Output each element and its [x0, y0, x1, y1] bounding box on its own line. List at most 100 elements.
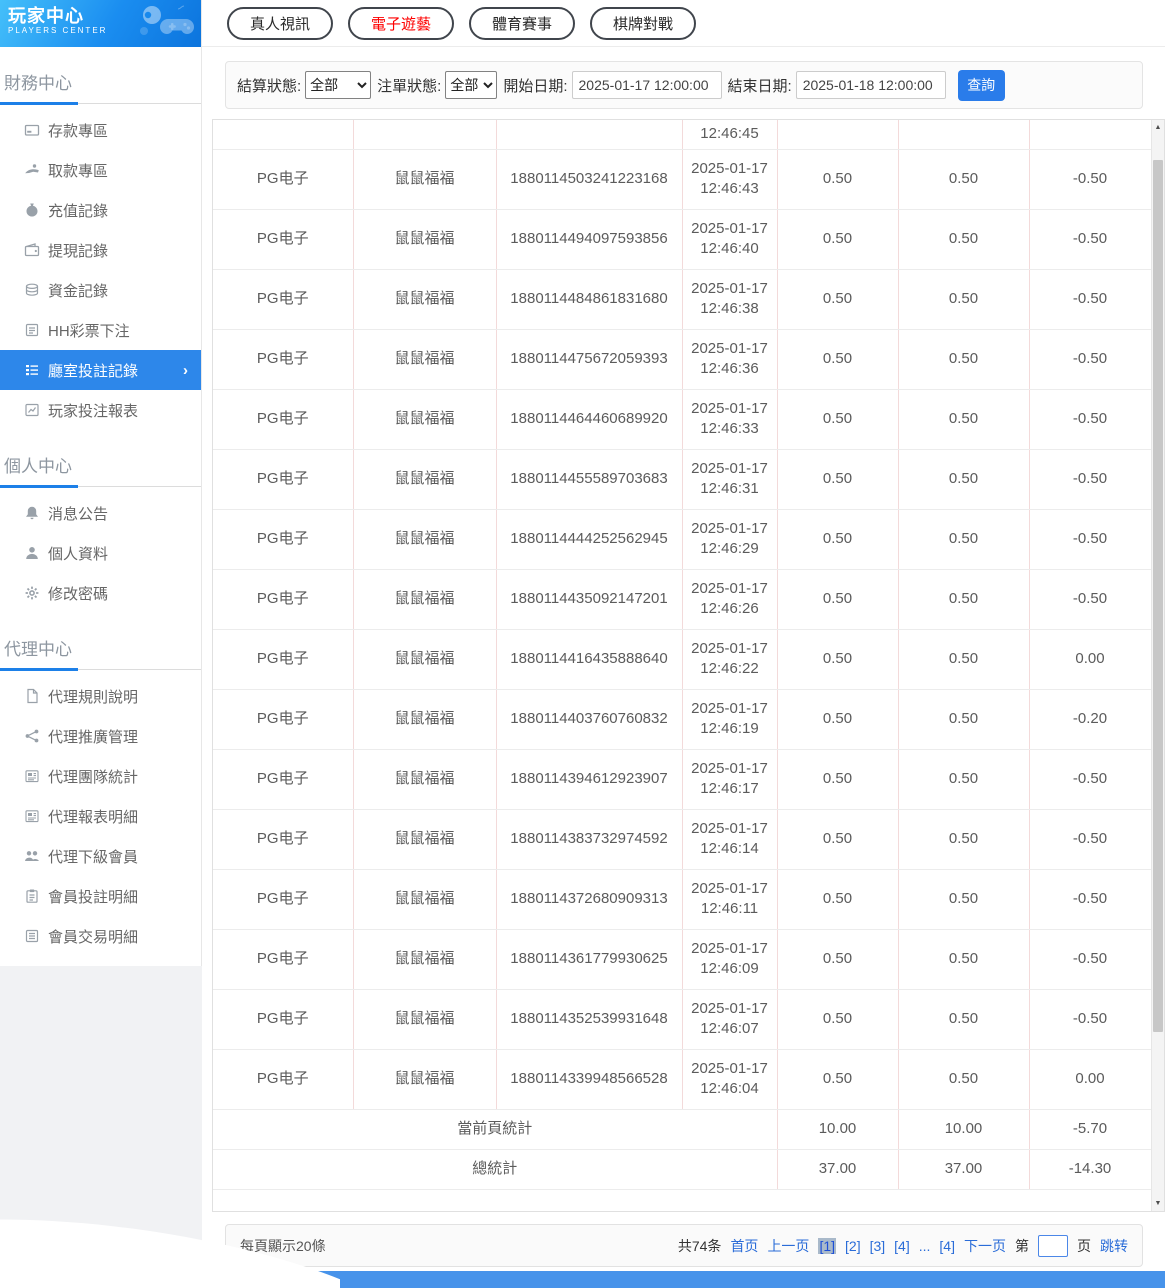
- recharge-bag-icon: [24, 202, 40, 218]
- table-row: PG电子 鼠鼠福福 1880114339948566528 2025-01-17…: [213, 1049, 1152, 1110]
- cell-provider: PG电子: [213, 149, 354, 210]
- cell-order-no: 1880114383732974592: [496, 809, 683, 870]
- cell-time: 2025-01-17 12:46:17: [682, 749, 778, 810]
- page-link-2[interactable]: [2]: [845, 1237, 861, 1254]
- tab-live-casino[interactable]: 真人視訊: [227, 6, 334, 40]
- prev-page-link[interactable]: 上一页: [767, 1237, 810, 1254]
- order-status-select[interactable]: 全部: [445, 71, 498, 99]
- end-date-input[interactable]: [795, 71, 946, 99]
- bell-icon: [24, 505, 40, 521]
- cell-payout: -0.50: [1029, 989, 1152, 1050]
- jump-button[interactable]: 跳转: [1100, 1237, 1128, 1254]
- vertical-scrollbar[interactable]: ▲ ▼: [1151, 120, 1164, 1211]
- cell-payout: -0.50: [1029, 329, 1152, 390]
- sidebar-item-player-bet-report[interactable]: 玩家投注報表: [0, 390, 201, 430]
- cell-order-no: 1880114484861831680: [496, 269, 683, 330]
- search-button[interactable]: 查詢: [957, 69, 1005, 101]
- cell-time-line: 12:46:29: [700, 540, 759, 557]
- sidebar-item-label: 代理下級會員: [48, 848, 139, 866]
- cell-bet: [777, 120, 899, 150]
- sidebar-item-profile[interactable]: 個人資料: [0, 533, 201, 573]
- cell-game: 鼠鼠福福: [353, 809, 497, 870]
- cell-date-line: 2025-01-17: [691, 220, 768, 237]
- sidebar-item-label: 代理規則說明: [48, 688, 139, 706]
- scroll-down-arrow-icon[interactable]: ▼: [1154, 1200, 1162, 1207]
- start-date-input[interactable]: [571, 71, 722, 99]
- page-link-3[interactable]: [3]: [869, 1237, 886, 1254]
- cell-time-line: 12:46:19: [700, 720, 759, 737]
- cell-bet: 0.50: [777, 329, 899, 390]
- table-row: PG电子 鼠鼠福福 1880114503241223168 2025-01-17…: [213, 149, 1152, 210]
- cell-payout: -0.50: [1029, 209, 1152, 270]
- sidebar-item-funds-records[interactable]: 資金記錄: [0, 270, 201, 310]
- cell-game: 鼠鼠福福: [353, 209, 497, 270]
- sidebar-item-member-transaction-detail[interactable]: 會員交易明細: [0, 916, 201, 956]
- sidebar-item-hh-lottery-bets[interactable]: HH彩票下注: [0, 310, 201, 350]
- per-page-label: 每頁顯示20條: [240, 1237, 326, 1254]
- cell-order-no: 1880114361779930625: [496, 929, 683, 990]
- cell-bet: 0.50: [777, 209, 899, 270]
- sidebar-item-agent-team-stats[interactable]: 代理團隊統計: [0, 756, 201, 796]
- last-page-number-link[interactable]: [4]: [939, 1237, 955, 1254]
- tab-sports[interactable]: 體育賽事: [469, 6, 576, 40]
- sidebar-item-label: 資金記錄: [48, 282, 109, 300]
- sidebar-item-agent-report-detail[interactable]: 代理報表明細: [0, 796, 201, 836]
- cell-provider: PG电子: [213, 509, 354, 570]
- cell-bet: 0.50: [777, 569, 899, 630]
- sidebar-item-recharge-records[interactable]: 充值記錄: [0, 190, 201, 230]
- cell-bet: 0.50: [777, 989, 899, 1050]
- page-ellipsis[interactable]: ...: [918, 1237, 931, 1254]
- sidebar-item-agent-promotion[interactable]: 代理推廣管理: [0, 716, 201, 756]
- cell-time-line: 12:46:43: [700, 180, 759, 197]
- cell-bet: 0.50: [777, 269, 899, 330]
- bet-records-table-panel: 12:46:45 PG电子 鼠鼠福福 1880114503241223168 2…: [212, 119, 1165, 1212]
- sidebar-item-announcements[interactable]: 消息公告: [0, 493, 201, 533]
- sidebar-item-deposit-zone[interactable]: 存款專區: [0, 110, 201, 150]
- tab-board-games[interactable]: 棋牌對戰: [590, 6, 697, 40]
- chevron-right-icon: ›: [183, 361, 188, 379]
- cell-provider: PG电子: [213, 929, 354, 990]
- logo: 玩家中心 PLAYERS CENTER: [0, 0, 201, 47]
- cell-time: 2025-01-17 12:46:36: [682, 329, 778, 390]
- next-page-link[interactable]: 下一页: [964, 1237, 1006, 1254]
- table-row: PG电子 鼠鼠福福 1880114484861831680 2025-01-17…: [213, 269, 1152, 330]
- jump-prefix-label: 第: [1015, 1237, 1029, 1254]
- table-row: PG电子 鼠鼠福福 1880114394612923907 2025-01-17…: [213, 749, 1152, 810]
- scrollbar-thumb[interactable]: [1153, 160, 1163, 1032]
- tab-electronic-games[interactable]: 電子遊藝: [348, 6, 455, 40]
- page-link-4[interactable]: [4]: [894, 1237, 910, 1254]
- settle-status-select[interactable]: 全部: [305, 71, 372, 99]
- sidebar-item-change-password[interactable]: 修改密碼: [0, 573, 201, 613]
- cell-order-no: 1880114475672059393: [496, 329, 683, 390]
- cell-date-line: 2025-01-17: [691, 1060, 768, 1077]
- sidebar-item-agent-rules[interactable]: 代理規則說明: [0, 676, 201, 716]
- sidebar-item-withdraw-records[interactable]: 提現記錄: [0, 230, 201, 270]
- first-page-link[interactable]: 首页: [730, 1237, 759, 1254]
- logo-subtitle: PLAYERS CENTER: [8, 26, 108, 35]
- table-row: PG电子 鼠鼠福福 1880114416435888640 2025-01-17…: [213, 629, 1152, 690]
- table-row: PG电子 鼠鼠福福 1880114372680909313 2025-01-17…: [213, 869, 1152, 930]
- cell-bet: 0.50: [777, 449, 899, 510]
- total-summary-row: 總統計 37.00 37.00 -14.30: [213, 1149, 1152, 1190]
- cell-payout: -0.50: [1029, 509, 1152, 570]
- cell-time-line: 12:46:14: [700, 840, 759, 857]
- cell-payout: 0.00: [1029, 1049, 1152, 1110]
- scroll-up-arrow-icon[interactable]: ▲: [1154, 124, 1162, 131]
- sidebar-item-room-bet-records[interactable]: 廳室投註記錄 ›: [0, 350, 201, 390]
- page-link-1-current[interactable]: [1]: [818, 1237, 837, 1254]
- sidebar-item-withdraw-zone[interactable]: 取款專區: [0, 150, 201, 190]
- cell-bet: 0.50: [777, 749, 899, 810]
- sidebar-item-member-bet-detail[interactable]: 會員投註明細: [0, 876, 201, 916]
- cell-valid-bet: 0.50: [898, 989, 1030, 1050]
- cell-game: 鼠鼠福福: [353, 449, 497, 510]
- order-status-label: 注單狀態:: [377, 77, 442, 95]
- cell-time-line: 12:46:38: [700, 300, 759, 317]
- jump-page-input[interactable]: [1038, 1234, 1068, 1257]
- cell-payout: [1029, 120, 1152, 150]
- cell-payout: -0.50: [1029, 269, 1152, 330]
- cell-game: 鼠鼠福福: [353, 689, 497, 750]
- cell-order-no: 1880114416435888640: [496, 629, 683, 690]
- sidebar-section-personal: 個人中心: [0, 444, 201, 488]
- sidebar-item-agent-downline-members[interactable]: 代理下級會員: [0, 836, 201, 876]
